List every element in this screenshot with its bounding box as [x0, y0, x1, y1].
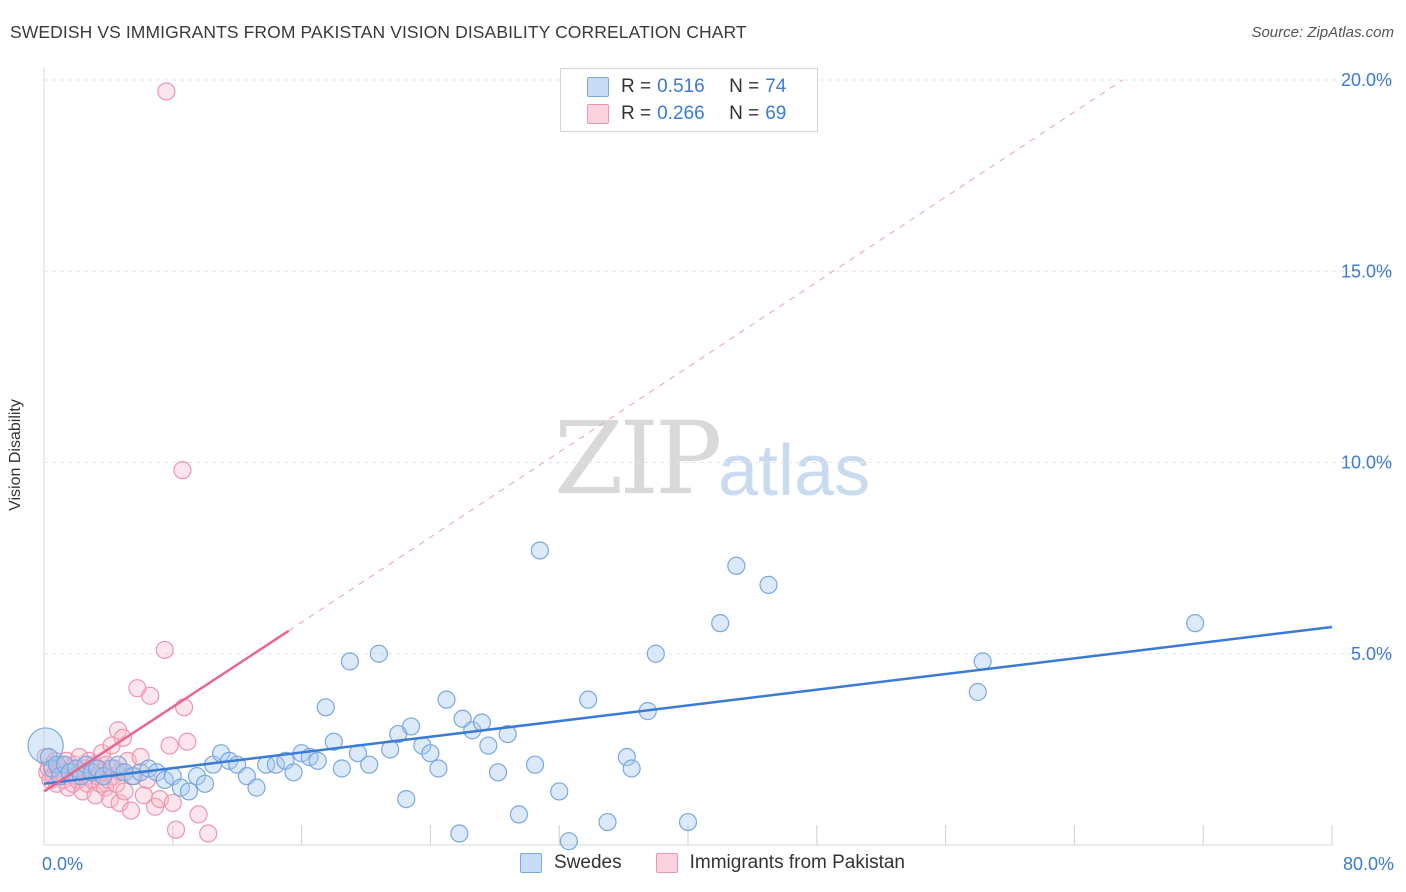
- y-axis-label: Vision Disability: [7, 399, 24, 511]
- data-point-swedes: [968, 682, 987, 702]
- data-point-swedes: [195, 774, 215, 793]
- data-point-pakistan: [155, 640, 174, 660]
- data-point-swedes: [369, 644, 388, 663]
- legend-n-value: 69: [765, 103, 787, 124]
- data-point-swedes: [711, 614, 730, 633]
- legend-row-pakistan: R = 0.266 N = 69: [587, 102, 786, 126]
- series-label-swedes: Swedes: [554, 852, 622, 873]
- data-point-swedes: [759, 575, 778, 595]
- legend-n-label: N =: [729, 76, 760, 97]
- data-point-pakistan: [141, 686, 160, 705]
- data-point-swedes: [340, 652, 359, 671]
- data-point-swedes: [421, 744, 440, 763]
- legend-swatch-pakistan: [587, 104, 609, 124]
- data-point-swedes: [429, 759, 448, 778]
- legend-r-label: R =: [621, 76, 652, 97]
- legend-swatch-swedes: [587, 77, 609, 97]
- data-point-pakistan: [160, 736, 179, 755]
- data-point-pakistan: [121, 801, 141, 820]
- data-point-swedes: [973, 652, 992, 671]
- trend-extension-pakistan: [288, 79, 1124, 632]
- data-point-pakistan: [178, 732, 197, 751]
- data-point-swedes: [727, 556, 746, 575]
- series-swatch-pakistan: [655, 853, 678, 873]
- data-point-swedes: [332, 759, 351, 778]
- series-legend-swedes[interactable]: Swedes: [520, 852, 622, 874]
- data-point-swedes: [316, 698, 335, 717]
- data-point-swedes: [1186, 614, 1205, 633]
- series-legend: Swedes Immigrants from Pakistan: [520, 852, 939, 874]
- data-point-swedes: [646, 644, 665, 663]
- chart-title: SWEDISH VS IMMIGRANTS FROM PAKISTAN VISI…: [10, 22, 747, 42]
- data-point-pakistan: [166, 820, 186, 839]
- data-point-pakistan: [86, 786, 105, 805]
- legend-r-label: R =: [621, 103, 652, 124]
- x-tick-label: 80.0%: [1343, 854, 1394, 874]
- trend-line-pakistan: [43, 629, 290, 793]
- y-tick-label: 15.0%: [1341, 261, 1392, 281]
- y-tick-label: 20.0%: [1341, 70, 1392, 90]
- data-point-pakistan: [199, 824, 218, 843]
- data-point-swedes: [509, 805, 529, 824]
- data-point-pakistan: [173, 461, 192, 480]
- correlation-legend: R = 0.516 N = 74 R = 0.266 N = 69: [560, 68, 818, 132]
- data-point-swedes: [579, 690, 598, 709]
- data-point-swedes: [324, 732, 343, 751]
- y-tick-label: 10.0%: [1341, 453, 1392, 473]
- data-point-swedes: [598, 812, 617, 832]
- data-point-swedes: [622, 759, 641, 778]
- data-point-swedes: [401, 717, 421, 736]
- data-point-swedes: [247, 778, 266, 797]
- legend-r-value: 0.516: [657, 76, 705, 97]
- data-point-pakistan: [115, 782, 134, 801]
- data-point-swedes: [284, 763, 303, 782]
- data-point-swedes: [530, 541, 549, 560]
- trend-line-swedes: [43, 625, 1333, 786]
- legend-r-value: 0.266: [657, 103, 705, 124]
- data-point-swedes: [550, 782, 569, 801]
- data-point-swedes: [559, 832, 578, 851]
- data-point-pakistan: [157, 82, 176, 101]
- data-point-swedes: [397, 789, 416, 809]
- series-label-pakistan: Immigrants from Pakistan: [689, 852, 906, 873]
- data-point-swedes: [179, 782, 198, 801]
- data-point-pakistan: [174, 698, 194, 717]
- data-point-swedes: [450, 824, 469, 843]
- data-point-pakistan: [100, 789, 120, 809]
- data-point-swedes: [437, 690, 456, 709]
- y-tick-label: 5.0%: [1351, 644, 1392, 664]
- data-point-swedes: [360, 755, 379, 774]
- series-legend-pakistan[interactable]: Immigrants from Pakistan: [655, 852, 906, 874]
- data-point-swedes: [498, 724, 517, 744]
- x-tick-label: 0.0%: [42, 854, 83, 874]
- watermark-zip: ZIP: [554, 400, 722, 517]
- data-point-swedes: [678, 812, 698, 832]
- legend-n-value: 74: [765, 76, 787, 97]
- data-point-pakistan: [189, 805, 208, 824]
- legend-row-swedes: R = 0.516 N = 74: [587, 75, 786, 99]
- legend-n-label: N =: [729, 103, 760, 124]
- series-swatch-swedes: [520, 853, 542, 873]
- data-point-swedes: [308, 751, 327, 770]
- data-point-swedes: [617, 747, 636, 767]
- watermark-atlas: atlas: [718, 431, 871, 511]
- data-point-swedes: [488, 763, 508, 782]
- data-point-pakistan: [163, 793, 182, 813]
- data-point-swedes: [479, 736, 498, 755]
- data-point-swedes: [525, 755, 545, 774]
- source-credit: Source: ZipAtlas.com: [1251, 24, 1394, 41]
